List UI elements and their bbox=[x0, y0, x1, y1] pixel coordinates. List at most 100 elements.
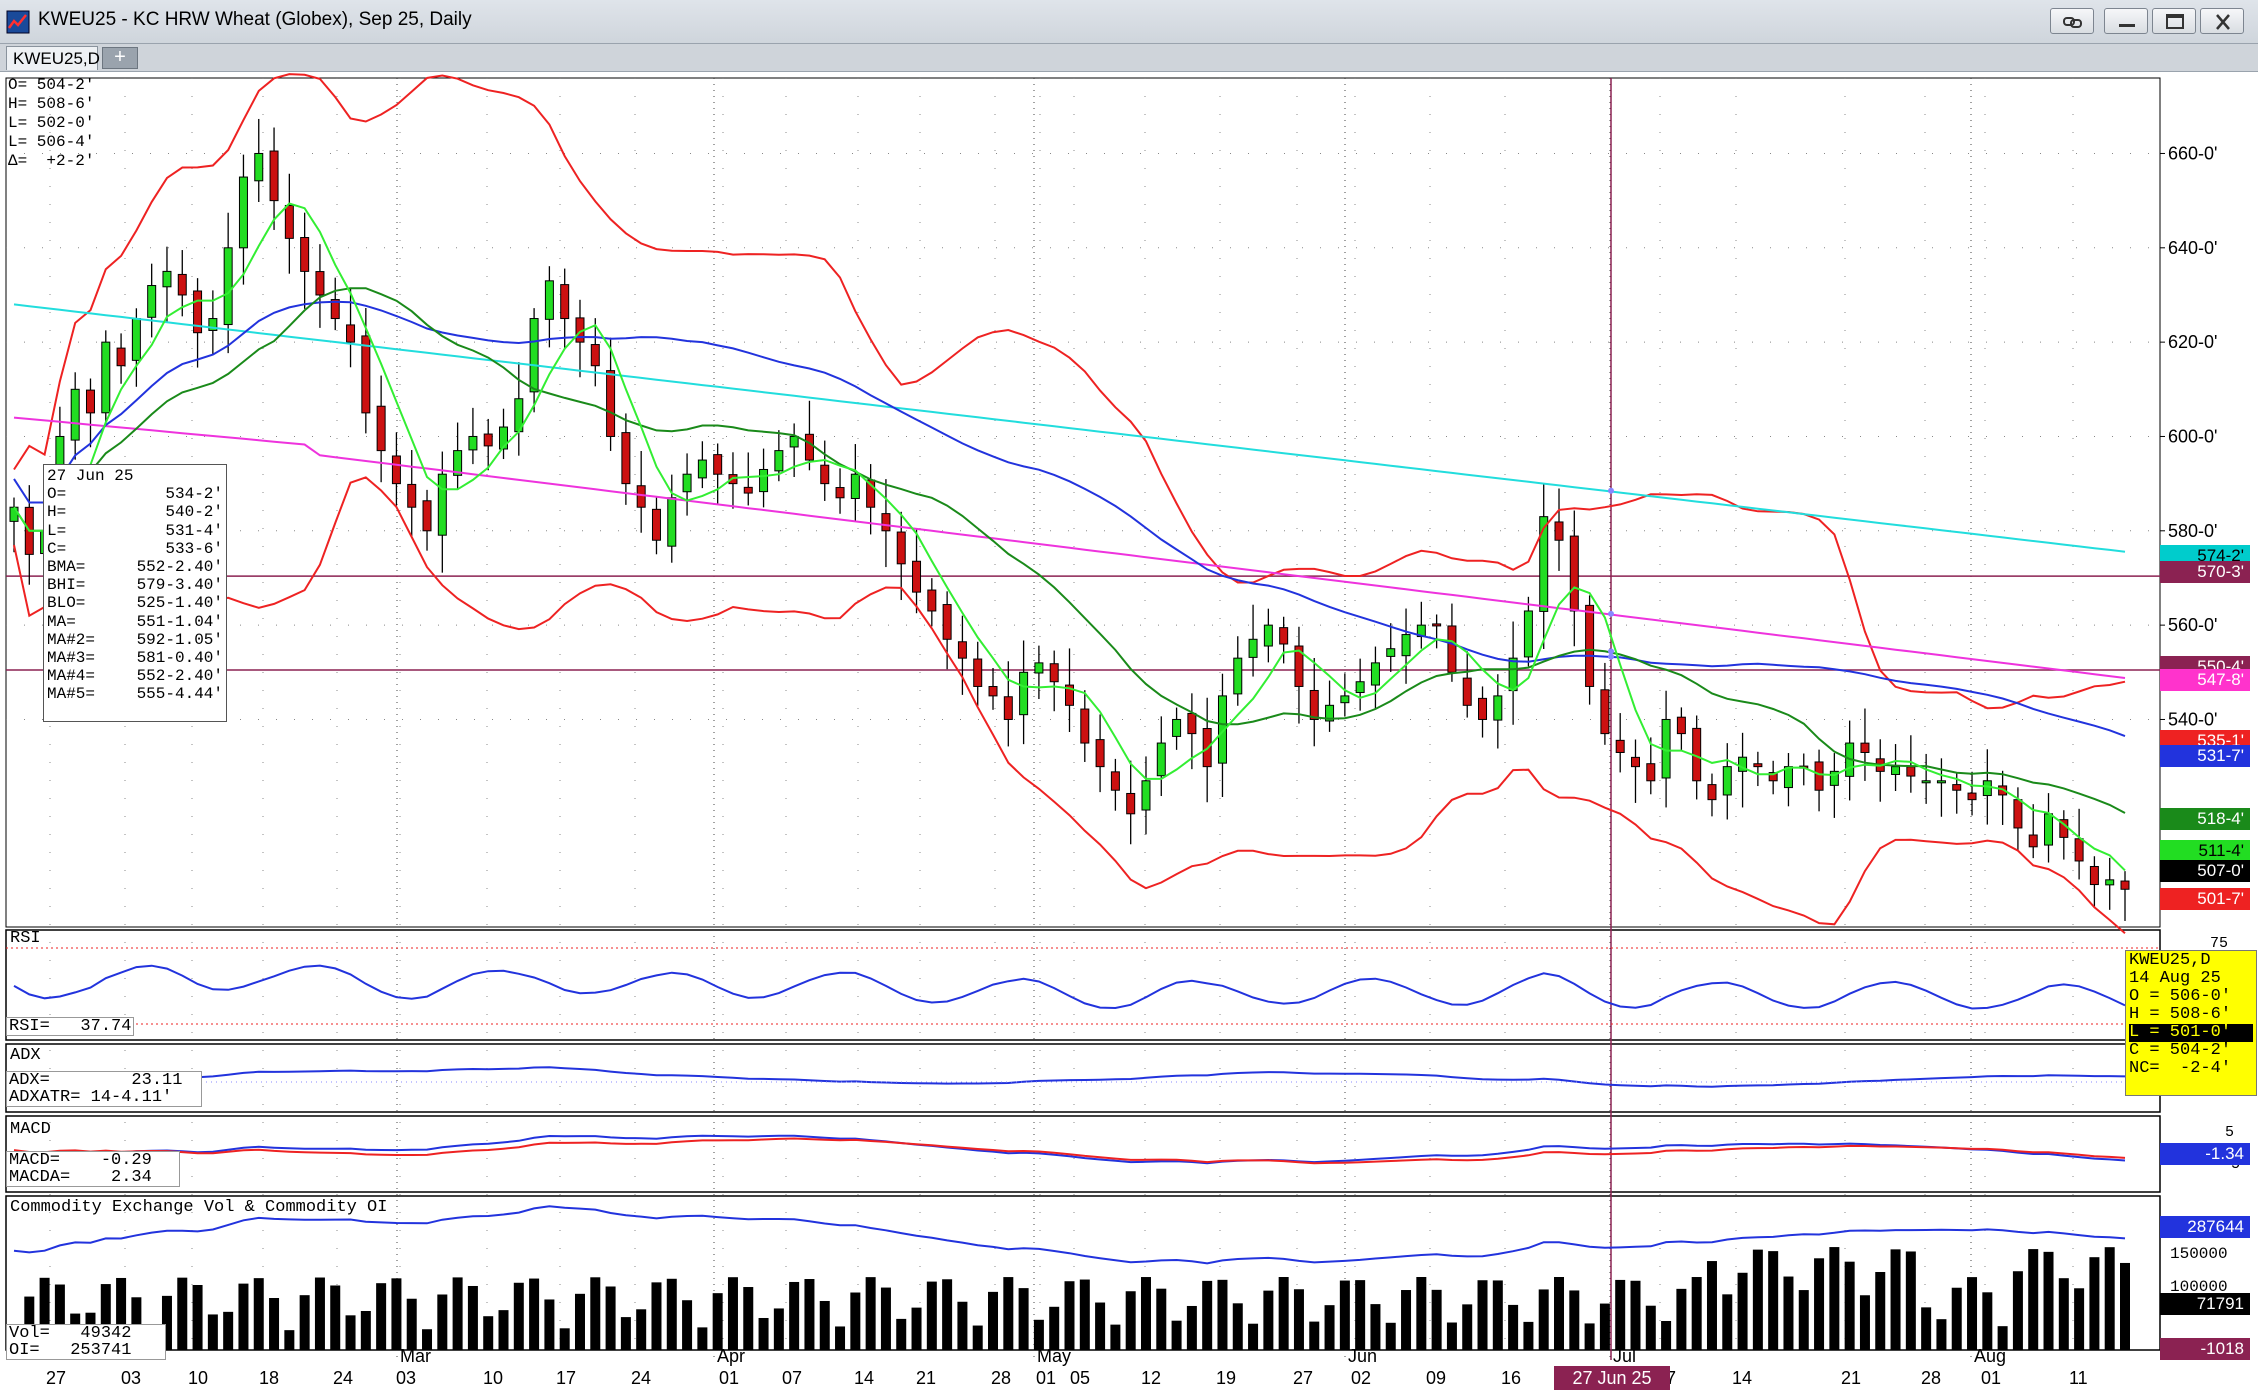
volume-bar bbox=[1706, 1261, 1717, 1350]
data-window: 27 Jun 25 O= 534-2' H= 540-2' L= 531-4' C= 533-… bbox=[43, 464, 227, 722]
volume-bar bbox=[636, 1309, 647, 1350]
minimize-button[interactable] bbox=[2104, 8, 2148, 34]
candle-down bbox=[820, 464, 830, 485]
date-axis-day: 07 bbox=[782, 1368, 803, 1388]
link-icon bbox=[2063, 17, 2082, 28]
volume-bar bbox=[330, 1285, 341, 1350]
volume-bar bbox=[1416, 1277, 1427, 1350]
candle-down bbox=[346, 324, 356, 343]
date-axis-day: 01 bbox=[1981, 1368, 2002, 1388]
candle-up bbox=[1539, 516, 1549, 612]
candle-up bbox=[1263, 624, 1273, 647]
volume-bar bbox=[1110, 1324, 1121, 1350]
candle-up bbox=[529, 318, 539, 393]
candle-down bbox=[300, 237, 310, 272]
vol-axis-100000: 100000 bbox=[2170, 1278, 2228, 1296]
volume-bar bbox=[422, 1329, 433, 1350]
data-window-key: H= bbox=[47, 503, 67, 522]
candle-down bbox=[606, 370, 616, 437]
candle-up bbox=[789, 435, 799, 448]
candle-up bbox=[1340, 695, 1350, 704]
close-button[interactable] bbox=[2200, 8, 2244, 34]
date-axis-day: 10 bbox=[483, 1368, 504, 1388]
candle-down bbox=[391, 455, 401, 485]
candle-up bbox=[223, 247, 233, 326]
candle-down bbox=[560, 284, 570, 320]
adx-value-box: ADX= 23.11 ADXATR= 14-4.11' bbox=[6, 1071, 202, 1107]
data-window-value: 533-6' bbox=[165, 539, 223, 558]
chart-area[interactable]: 660-0' 640-0' 620-0' 600-0' 580-0' 560-0' 540-… bbox=[0, 72, 2258, 1394]
volume-bar bbox=[360, 1310, 371, 1350]
oi-change-tag: -1018 bbox=[2160, 1338, 2250, 1360]
candle-up bbox=[499, 426, 509, 450]
data-window-row: MA#2= 592-1.05' bbox=[47, 631, 223, 649]
data-window-value: 592-1.05' bbox=[136, 630, 223, 649]
chart-canvas[interactable]: 660-0' 640-0' 620-0' 600-0' 580-0' 560-0' 540-… bbox=[0, 72, 2258, 1394]
candle-up bbox=[1370, 662, 1380, 686]
volume-bar bbox=[1064, 1281, 1075, 1350]
candle-down bbox=[1126, 792, 1136, 815]
price-tag: 507-0' bbox=[2160, 860, 2250, 882]
candle-down bbox=[1585, 604, 1595, 687]
volume-bar bbox=[926, 1281, 937, 1350]
maximize-button[interactable] bbox=[2152, 8, 2196, 34]
candle-down bbox=[835, 487, 845, 499]
ohlc-low: L= 502-0' bbox=[8, 114, 95, 132]
date-axis-day: 14 bbox=[1732, 1368, 1753, 1388]
date-axis-day: 02 bbox=[1351, 1368, 1372, 1388]
info-symbol: KWEU25,D bbox=[2129, 951, 2211, 970]
link-button[interactable] bbox=[2050, 8, 2094, 34]
price-tag: 531-7' bbox=[2160, 745, 2250, 767]
candle-up bbox=[682, 473, 692, 493]
candle-down bbox=[483, 433, 493, 447]
candle-down bbox=[1003, 696, 1013, 720]
volume-bar bbox=[1691, 1277, 1702, 1350]
volume-bar bbox=[574, 1293, 585, 1350]
add-tab-button[interactable]: + bbox=[102, 47, 138, 69]
data-window-row: BHI= 579-3.40' bbox=[47, 576, 223, 594]
volume-bar bbox=[314, 1277, 325, 1350]
data-window-key: MA#4= bbox=[47, 667, 96, 686]
volume-bar bbox=[1844, 1261, 1855, 1350]
candle-down bbox=[1294, 645, 1304, 687]
volume-bar bbox=[1737, 1272, 1748, 1350]
candle-down bbox=[361, 335, 371, 414]
candle-up bbox=[1019, 671, 1029, 716]
volume-bar bbox=[2074, 1288, 2085, 1350]
data-window-row: MA#5= 555-4.44' bbox=[47, 685, 223, 703]
volume-bar bbox=[605, 1286, 616, 1350]
data-window-value: 525-1.40' bbox=[136, 594, 223, 613]
candle-up bbox=[1982, 780, 1992, 797]
data-window-row: O= 534-2' bbox=[47, 485, 223, 503]
volume-bar bbox=[666, 1278, 677, 1350]
volume-bar bbox=[1615, 1279, 1626, 1350]
price-axis-tick: 580-0' bbox=[2168, 521, 2217, 541]
candle-up bbox=[1891, 766, 1901, 775]
moving-average-cyan bbox=[13, 303, 2126, 553]
date-axis-day: 10 bbox=[188, 1368, 209, 1388]
volume-label: Commodity Exchange Vol & Commodity OI bbox=[10, 1198, 388, 1217]
candle-up bbox=[208, 318, 218, 331]
candle-down bbox=[973, 658, 983, 687]
crosshair-marker bbox=[1608, 610, 1614, 617]
volume-bar bbox=[1370, 1304, 1381, 1350]
candle-up bbox=[453, 450, 463, 476]
tab-kweu25[interactable]: KWEU25,D bbox=[6, 46, 100, 70]
candle-down bbox=[269, 150, 279, 202]
adx-atr-value: ADXATR= 14-4.11' bbox=[9, 1088, 173, 1107]
candle-down bbox=[376, 405, 386, 452]
volume-bar bbox=[942, 1279, 953, 1350]
candle-down bbox=[1187, 712, 1197, 735]
volume-bar bbox=[1982, 1292, 1993, 1350]
candle-up bbox=[1936, 780, 1946, 784]
minimize-icon bbox=[2119, 24, 2135, 27]
volume-bar bbox=[1263, 1290, 1274, 1350]
macd-line bbox=[13, 1134, 2126, 1165]
volume-bar bbox=[988, 1291, 999, 1350]
volume-bar bbox=[880, 1287, 891, 1350]
candle-up bbox=[101, 341, 111, 414]
volume-bar bbox=[1936, 1319, 1947, 1350]
volume-bar bbox=[850, 1292, 861, 1350]
price-axis-tick: 540-0' bbox=[2168, 709, 2217, 729]
volume-bar bbox=[1875, 1271, 1886, 1350]
